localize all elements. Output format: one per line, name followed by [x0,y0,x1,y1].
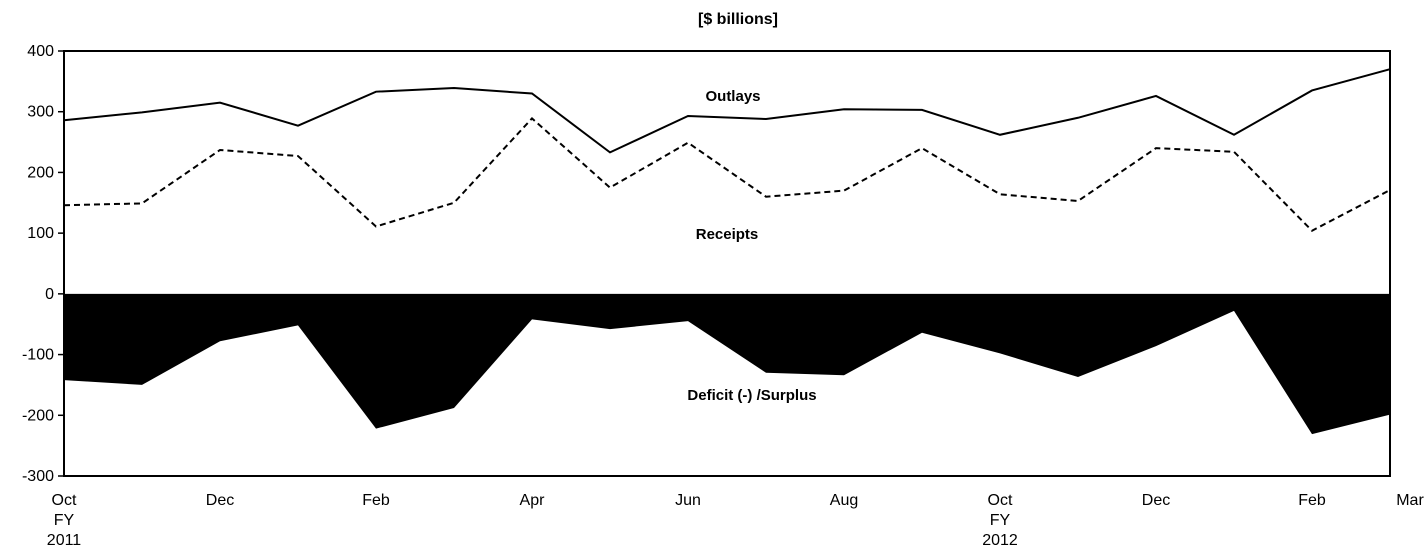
deficit-area-layer [64,293,1390,435]
x-tick-label: FY [990,512,1011,529]
series-line-outlays [63,68,1391,154]
y-tick-label: -300 [22,468,54,485]
x-tick-label: Feb [1298,492,1326,509]
x-tick-label: Oct [988,492,1013,509]
x-tick-label: Jun [675,492,701,509]
y-tick-label: 0 [45,286,54,303]
series-line-layer [63,68,1391,232]
series-label-deficit-surplus: Deficit (-) /Surplus [687,387,816,404]
y-tick-label: 300 [27,104,54,121]
y-tick-label: 400 [27,43,54,60]
x-tick-label: Apr [520,492,546,509]
x-tick-label: Oct [52,492,77,509]
series-labels: Outlays Receipts Deficit (-) /Surplus [687,88,816,404]
x-tick-label: Aug [830,492,858,509]
chart-title: [$ billions] [698,11,778,28]
y-axis: 400 300 200 100 0 -100 -200 -300 [22,43,64,485]
deficit-surplus-area [64,293,1390,435]
series-line-receipts [63,116,1391,232]
x-axis: Oct FY 2011 Dec Feb Apr Jun Aug Oct FY 2012 Dec Feb M… [47,492,1425,549]
y-tick-label: -200 [22,407,54,424]
series-label-outlays: Outlays [705,88,760,105]
x-tick-label: Dec [206,492,234,509]
x-tick-label: Mar [1396,492,1424,509]
x-tick-label: 2011 [47,532,82,549]
x-tick-label: 2012 [982,532,1018,549]
x-tick-label: Feb [362,492,390,509]
y-tick-label: 100 [27,225,54,242]
y-tick-label: 200 [27,164,54,181]
x-tick-label: Dec [1142,492,1170,509]
x-tick-label: FY [54,512,75,529]
y-tick-label: -100 [22,347,54,364]
plot-frame [63,50,1391,477]
series-label-receipts: Receipts [696,226,759,243]
